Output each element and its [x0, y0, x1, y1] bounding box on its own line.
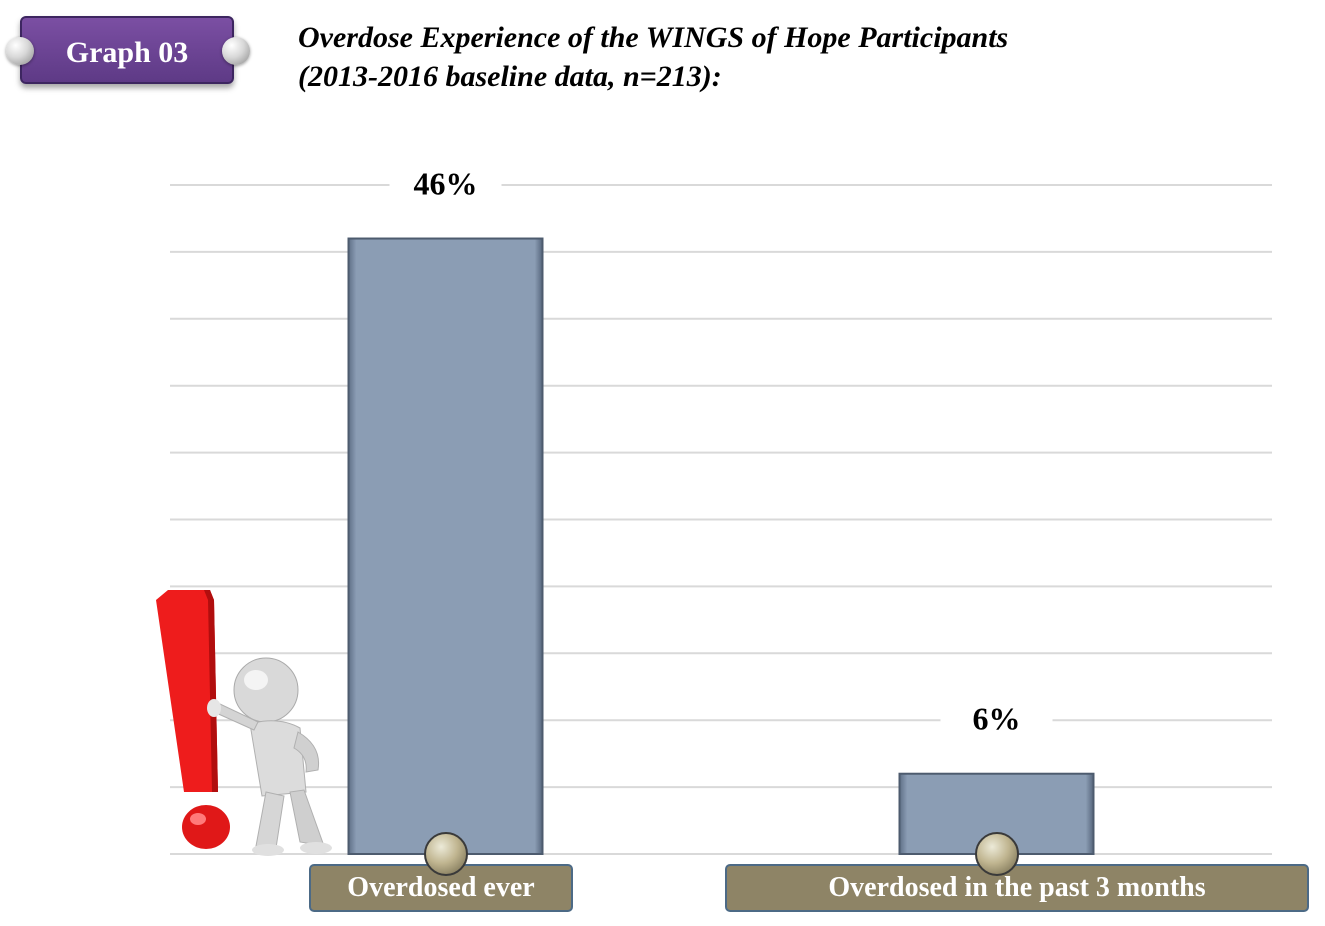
chart-title: Overdose Experience of the WINGS of Hope…: [298, 18, 1198, 96]
category-label: Overdosed ever: [309, 864, 573, 912]
chart-title-line-1: Overdose Experience of the WINGS of Hope…: [298, 21, 1009, 54]
axis-knob-icon: [974, 832, 1019, 876]
badge-peg-right-icon: [222, 37, 250, 65]
graph-number-badge: Graph 03: [20, 16, 234, 84]
bar: [347, 237, 544, 855]
category-label: Overdosed in the past 3 months: [725, 864, 1309, 912]
exclamation-figure-icon: [156, 590, 332, 856]
graph-number-label: Graph 03: [65, 36, 189, 69]
data-label-background: [389, 166, 502, 205]
axis-knob-icon: [423, 832, 468, 876]
data-label: 6%: [973, 701, 1021, 737]
data-label: 46%: [414, 166, 478, 202]
chart-title-line-2: (2013-2016 baseline data, n=213):: [298, 60, 722, 93]
badge-peg-left-icon: [6, 37, 34, 65]
data-label-background: [940, 701, 1053, 740]
